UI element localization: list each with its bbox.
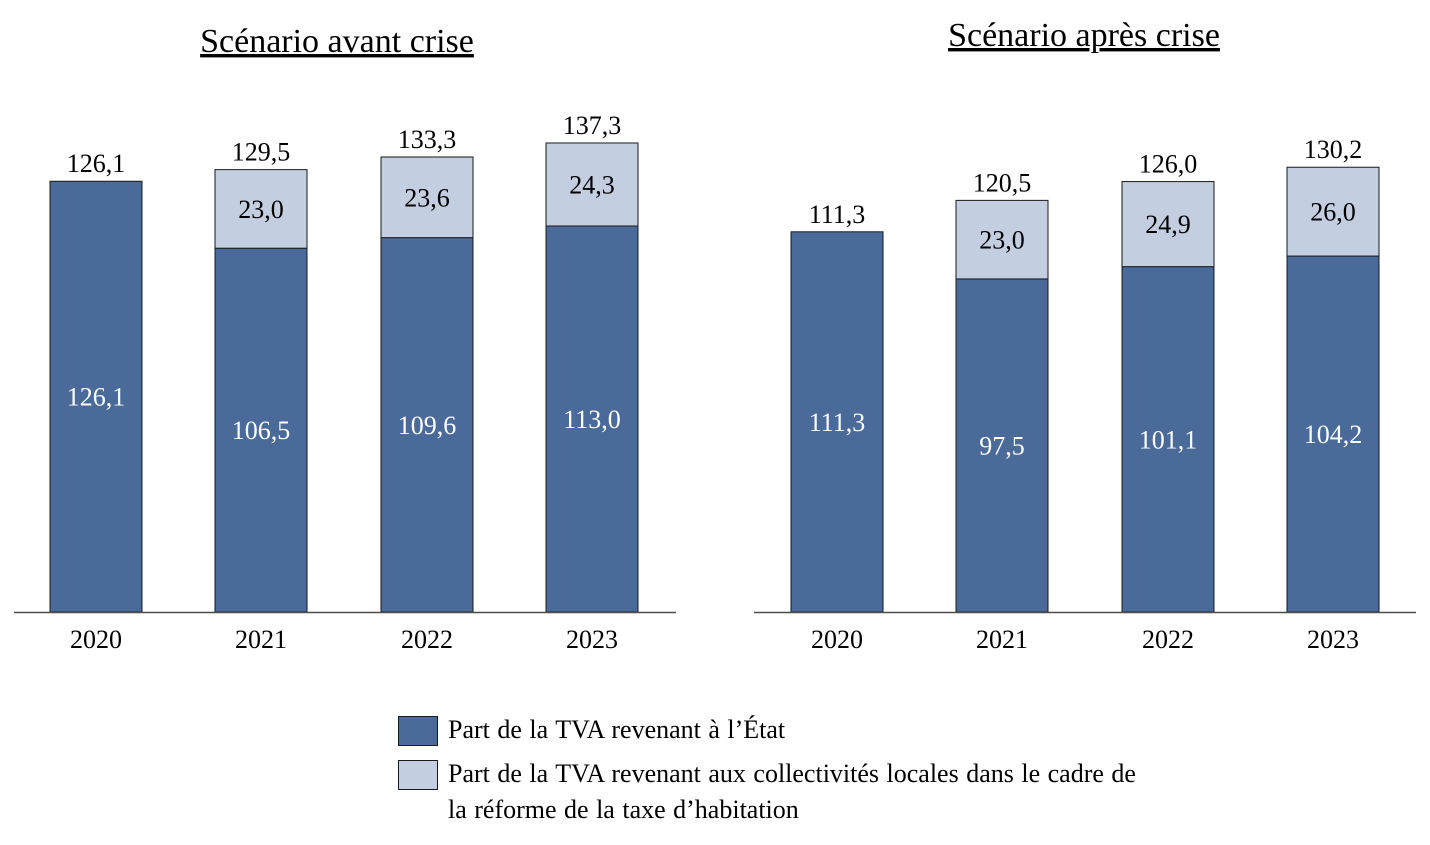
data-label-etat-2022: 109,6 [398,411,457,440]
data-label-etat-2020: 111,3 [809,408,866,437]
legend-item-etat: Part de la TVA revenant à l’État [398,712,1198,748]
x-tick-label-2023: 2023 [1307,625,1359,654]
legend-label-collectivites: Part de la TVA revenant aux collectivité… [448,759,1136,824]
bar-collectivites-2023 [545,142,639,227]
bar-etat-2022 [380,237,474,613]
bar-etat-2021 [214,247,308,613]
total-label-2021: 129,5 [232,138,291,167]
bar-etat-2023 [545,225,639,613]
chart-title: Scénario après crise [948,17,1220,54]
x-tick-label-2021: 2021 [235,625,287,654]
legend-item-collectivites: Part de la TVA revenant aux collectivité… [398,756,1198,828]
total-label-2023: 130,2 [1304,135,1363,164]
data-label-collectivites-2021: 23,0 [979,226,1025,255]
data-label-collectivites-2023: 24,3 [569,170,615,199]
bar-collectivites-2023 [1286,166,1380,257]
bar-collectivites-2021 [214,169,308,249]
bar-collectivites-2022 [1121,181,1215,268]
total-label-2023: 137,3 [563,111,622,140]
bar-etat-2020 [49,180,143,613]
bar-etat-2020 [790,231,884,613]
total-label-2020: 111,3 [809,200,866,229]
x-tick-label-2021: 2021 [976,625,1028,654]
total-label-2021: 120,5 [973,168,1032,197]
data-label-collectivites-2022: 24,9 [1145,210,1191,239]
legend: Part de la TVA revenant à l’État Part de… [398,712,1198,836]
legend-label-etat: Part de la TVA revenant à l’État [448,715,786,744]
data-label-collectivites-2023: 26,0 [1310,198,1356,227]
x-tick-label-2020: 2020 [811,625,863,654]
data-label-etat-2023: 104,2 [1304,420,1363,449]
data-label-etat-2021: 106,5 [232,416,291,445]
data-label-etat-2020: 126,1 [67,383,126,412]
legend-swatch-collectivites [398,760,438,790]
data-label-etat-2022: 101,1 [1139,425,1198,454]
bar-collectivites-2021 [955,199,1049,280]
bar-collectivites-2022 [380,156,474,239]
data-label-collectivites-2021: 23,0 [238,195,284,224]
data-label-etat-2021: 97,5 [979,431,1025,460]
bar-etat-2022 [1121,266,1215,613]
x-tick-label-2022: 2022 [401,625,453,654]
total-label-2022: 126,0 [1139,150,1198,179]
total-label-2020: 126,1 [67,149,126,178]
total-label-2022: 133,3 [398,125,457,154]
bar-etat-2021 [955,278,1049,613]
chart-panel-apres-crise: Scénario après crise 111,3 111,3 2020 23,0 97… [754,17,1416,654]
chart-title: Scénario avant crise [200,23,474,60]
data-label-etat-2023: 113,0 [563,405,621,434]
legend-swatch-etat [398,716,438,746]
x-tick-label-2020: 2020 [70,625,122,654]
x-tick-label-2023: 2023 [566,625,618,654]
data-label-collectivites-2022: 23,6 [404,183,450,212]
chart-panel-avant-crise: Scénario avant crise 126,1 126,1 2020 23,0 10… [14,23,676,654]
x-tick-label-2022: 2022 [1142,625,1194,654]
